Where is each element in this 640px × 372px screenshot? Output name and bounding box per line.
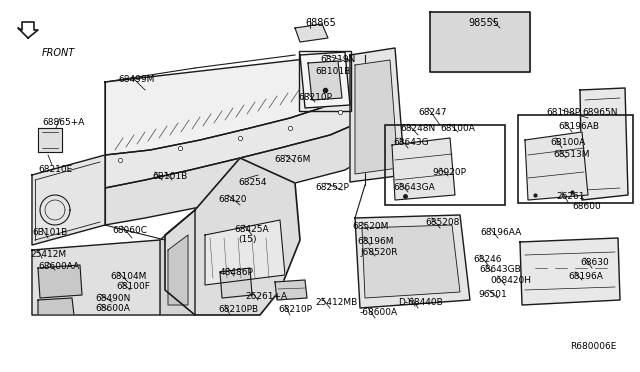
Bar: [299, 51, 351, 111]
Text: 98555: 98555: [468, 18, 499, 28]
Text: 68210PB: 68210PB: [218, 305, 258, 314]
Text: 68248N: 68248N: [400, 124, 435, 133]
Polygon shape: [220, 268, 252, 298]
Polygon shape: [205, 220, 285, 285]
Text: 96501: 96501: [478, 290, 507, 299]
Text: 6B101B: 6B101B: [315, 67, 350, 76]
Text: 68630: 68630: [580, 258, 609, 267]
Text: D-68440B: D-68440B: [398, 298, 443, 307]
Text: 68252P: 68252P: [315, 183, 349, 192]
Text: 68600AA: 68600AA: [38, 262, 79, 271]
Polygon shape: [38, 128, 62, 152]
Text: 68100A: 68100A: [440, 124, 475, 133]
Text: 68643G: 68643G: [393, 138, 429, 147]
Polygon shape: [295, 24, 328, 42]
Text: 68600A: 68600A: [95, 304, 130, 313]
Polygon shape: [168, 235, 188, 305]
Polygon shape: [520, 238, 620, 305]
Text: 68196A: 68196A: [568, 272, 603, 281]
Text: 68425A: 68425A: [234, 225, 269, 234]
Text: 685208: 685208: [425, 218, 460, 227]
Polygon shape: [355, 215, 470, 308]
Text: (15): (15): [238, 235, 257, 244]
Polygon shape: [362, 225, 460, 298]
Text: 68276M: 68276M: [274, 155, 310, 164]
Polygon shape: [38, 265, 82, 298]
Text: 68254: 68254: [238, 178, 266, 187]
Polygon shape: [355, 60, 398, 174]
Bar: [518, 115, 633, 203]
Text: 68643GB: 68643GB: [479, 265, 521, 274]
Text: 68100F: 68100F: [116, 282, 150, 291]
Polygon shape: [430, 12, 530, 72]
Polygon shape: [275, 280, 307, 300]
Text: 68965N: 68965N: [582, 108, 618, 117]
Text: 48486P: 48486P: [220, 268, 254, 277]
Text: 68196AB: 68196AB: [558, 122, 599, 131]
Text: 25412MB: 25412MB: [315, 298, 357, 307]
Text: R680006E: R680006E: [570, 342, 616, 351]
Text: 68865+A: 68865+A: [42, 118, 84, 127]
Polygon shape: [350, 48, 405, 182]
Text: 68104M: 68104M: [110, 272, 147, 281]
Text: 68600: 68600: [572, 202, 601, 211]
Polygon shape: [300, 52, 350, 108]
Text: 25412M: 25412M: [30, 250, 66, 259]
Text: 68499M: 68499M: [118, 75, 154, 84]
Text: 26261+A: 26261+A: [245, 292, 287, 301]
Text: J68520R: J68520R: [360, 248, 397, 257]
Text: 68520M: 68520M: [352, 222, 388, 231]
Text: 68643GA: 68643GA: [393, 183, 435, 192]
Polygon shape: [165, 158, 300, 315]
Text: 6B100A: 6B100A: [550, 138, 585, 147]
Text: 068420H: 068420H: [490, 276, 531, 285]
Text: 26261: 26261: [556, 192, 584, 201]
Text: 6B101B: 6B101B: [152, 172, 188, 181]
Polygon shape: [105, 90, 365, 188]
Text: 68219N: 68219N: [320, 55, 355, 64]
Text: 6B101B: 6B101B: [32, 228, 67, 237]
Polygon shape: [160, 210, 195, 315]
Text: 68210P: 68210P: [298, 93, 332, 102]
Text: 68247: 68247: [418, 108, 447, 117]
Text: 68210P: 68210P: [278, 305, 312, 314]
Text: 68196AA: 68196AA: [480, 228, 521, 237]
Text: 68490N: 68490N: [95, 294, 131, 303]
Polygon shape: [392, 138, 455, 200]
Polygon shape: [32, 155, 105, 245]
Polygon shape: [308, 61, 342, 100]
Text: 68060C: 68060C: [112, 226, 147, 235]
Text: -68600A: -68600A: [360, 308, 398, 317]
Polygon shape: [580, 88, 628, 200]
Bar: [385, 125, 505, 205]
Text: 68246: 68246: [473, 255, 502, 264]
Polygon shape: [525, 132, 588, 200]
Polygon shape: [38, 298, 74, 315]
Text: 68108P: 68108P: [546, 108, 580, 117]
Text: 68420: 68420: [218, 195, 246, 204]
Text: 68196M: 68196M: [357, 237, 394, 246]
Text: 68513M: 68513M: [553, 150, 589, 159]
Text: 96920P: 96920P: [432, 168, 466, 177]
Text: FRONT: FRONT: [42, 48, 76, 58]
Text: 68865: 68865: [305, 18, 336, 28]
Polygon shape: [105, 55, 365, 155]
Text: 68210E: 68210E: [38, 165, 72, 174]
Polygon shape: [105, 120, 370, 225]
Polygon shape: [32, 240, 160, 315]
